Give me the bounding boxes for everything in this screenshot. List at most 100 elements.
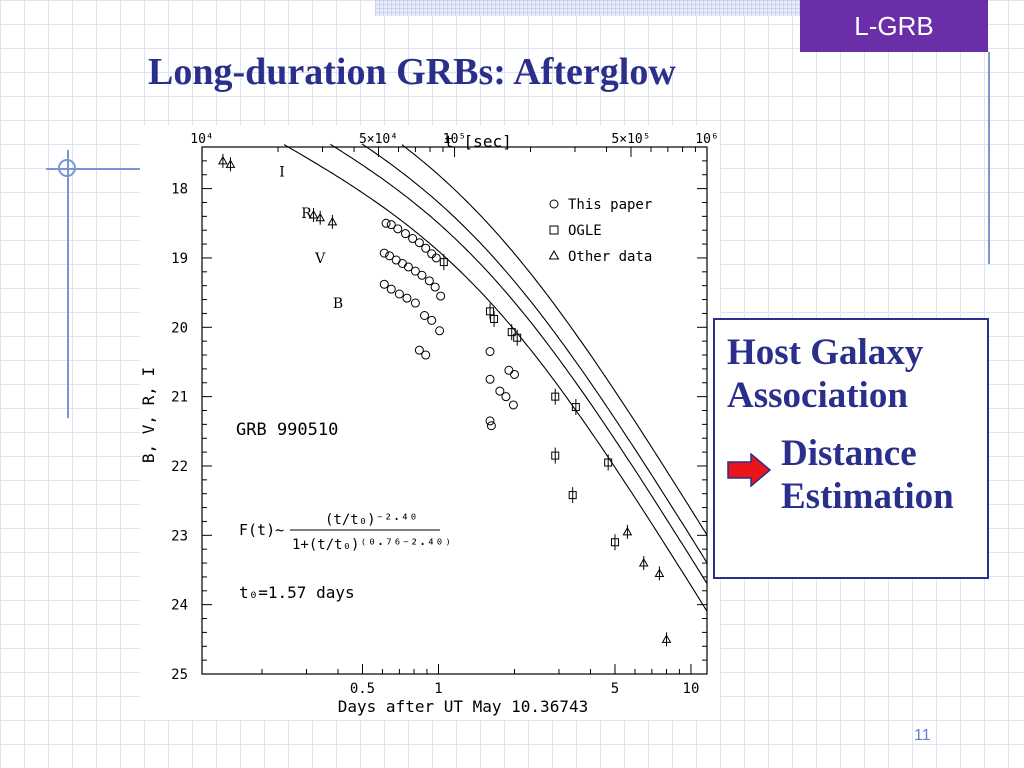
x-tick-label: 1 bbox=[434, 681, 442, 697]
data-point bbox=[385, 251, 395, 261]
chart-svg: t [sec] Days after UT May 10.36743 B, V,… bbox=[140, 132, 719, 716]
red-right-arrow-icon bbox=[727, 452, 772, 498]
y-tick-label: 22 bbox=[171, 459, 188, 475]
model-curve-r bbox=[361, 143, 708, 564]
host-galaxy-callout: Host Galaxy Association Distance Estimat… bbox=[713, 318, 989, 579]
data-point bbox=[315, 212, 326, 222]
data-point bbox=[410, 266, 420, 276]
data-point bbox=[427, 249, 437, 259]
data-point bbox=[509, 369, 519, 379]
legend-marker-circle bbox=[549, 199, 559, 209]
data-point bbox=[485, 416, 495, 426]
x2-tick-label: 5×10⁴ bbox=[359, 132, 398, 147]
data-point bbox=[551, 392, 560, 401]
data-point bbox=[507, 328, 516, 337]
x-tick-label: 5 bbox=[611, 681, 619, 697]
top-decor-band bbox=[375, 0, 800, 16]
callout-line-host-galaxy: Host Galaxy Association bbox=[727, 332, 924, 416]
data-point bbox=[402, 293, 412, 303]
top-axis-label: t [sec] bbox=[444, 132, 511, 151]
tag-decor-line bbox=[988, 52, 990, 264]
data-point bbox=[486, 421, 496, 431]
x-tick-label: 10 bbox=[683, 681, 700, 697]
x2-tick-label: 5×10⁵ bbox=[611, 132, 650, 147]
object-label: GRB 990510 bbox=[236, 420, 338, 440]
data-point bbox=[421, 350, 431, 360]
y-tick-label: 20 bbox=[171, 320, 188, 336]
x2-tick-label: 10⁵ bbox=[443, 132, 466, 147]
x2-tick-label: 10⁶ bbox=[695, 132, 718, 147]
data-point bbox=[394, 289, 404, 299]
data-point bbox=[218, 155, 228, 165]
page-number: 11 bbox=[914, 727, 931, 744]
data-point bbox=[403, 262, 413, 272]
data-point bbox=[419, 311, 429, 321]
t0-label: t₀=1.57 days bbox=[239, 583, 355, 602]
data-point bbox=[439, 258, 448, 267]
data-point bbox=[486, 307, 495, 316]
section-tag: L-GRB bbox=[800, 0, 988, 52]
data-point bbox=[414, 345, 424, 355]
data-point bbox=[604, 458, 613, 467]
y-tick-label: 18 bbox=[171, 182, 188, 198]
data-point bbox=[410, 298, 420, 308]
legend-marker-triangle bbox=[548, 249, 560, 260]
legend: This paper OGLE Other data bbox=[548, 197, 652, 265]
data-point bbox=[225, 159, 236, 168]
y-tick-label: 23 bbox=[171, 528, 188, 544]
data-point bbox=[495, 386, 505, 396]
y-tick-label: 24 bbox=[171, 598, 188, 614]
data-point bbox=[408, 234, 418, 244]
curve-label-b: B bbox=[333, 296, 343, 312]
callout-line-distance: Distance Estimation bbox=[781, 433, 954, 517]
formula-denominator: 1+(t/t₀)⁽⁰·⁷⁶⁻²·⁴⁰⁾ bbox=[292, 537, 452, 553]
data-point bbox=[485, 347, 495, 357]
data-point bbox=[513, 333, 522, 342]
x2-tick-label: 10⁴ bbox=[190, 132, 213, 147]
legend-label: Other data bbox=[568, 249, 652, 265]
slide-title: Long-duration GRBs: Afterglow bbox=[148, 51, 676, 93]
y-axis-label: B, V, R, I bbox=[140, 367, 158, 463]
data-point bbox=[508, 400, 518, 410]
light-curve-chart: t [sec] Days after UT May 10.36743 B, V,… bbox=[140, 125, 720, 720]
data-point bbox=[504, 365, 514, 375]
corner-decor-hline bbox=[46, 168, 140, 170]
corner-decor-ring bbox=[58, 159, 76, 177]
data-point bbox=[417, 270, 427, 280]
data-point bbox=[490, 314, 499, 323]
data-point bbox=[427, 315, 437, 325]
data-point bbox=[654, 568, 665, 577]
y-tick-label: 21 bbox=[171, 390, 188, 406]
data-point bbox=[397, 258, 407, 268]
data-point bbox=[308, 209, 319, 219]
data-point bbox=[379, 248, 389, 258]
data-point bbox=[421, 243, 431, 253]
y-tick-label: 19 bbox=[171, 251, 188, 267]
data-point bbox=[622, 526, 633, 536]
data-point bbox=[485, 374, 495, 384]
data-point bbox=[381, 218, 391, 228]
data-point bbox=[551, 451, 560, 460]
data-point bbox=[424, 276, 434, 286]
formula-numerator: (t/t₀)⁻²·⁴⁰ bbox=[325, 512, 418, 528]
model-curve-i bbox=[401, 144, 708, 536]
corner-decor-vline bbox=[67, 150, 69, 418]
legend-marker-square bbox=[549, 225, 559, 235]
data-point bbox=[431, 253, 441, 263]
data-point bbox=[571, 403, 580, 412]
data-point bbox=[661, 634, 672, 643]
data-point bbox=[638, 558, 649, 567]
data-point bbox=[379, 279, 389, 289]
data-point bbox=[568, 491, 577, 500]
curve-label-r: R bbox=[301, 206, 312, 222]
y-tick-label: 25 bbox=[171, 667, 188, 683]
curve-label-i: I bbox=[279, 164, 285, 180]
data-point bbox=[414, 238, 424, 248]
data-point bbox=[393, 224, 403, 234]
data-point bbox=[436, 291, 446, 301]
data-point bbox=[430, 282, 440, 292]
model-curve-b bbox=[283, 144, 708, 612]
x-axis-label: Days after UT May 10.36743 bbox=[338, 697, 588, 716]
data-point bbox=[435, 326, 445, 336]
legend-label: This paper bbox=[568, 197, 652, 213]
